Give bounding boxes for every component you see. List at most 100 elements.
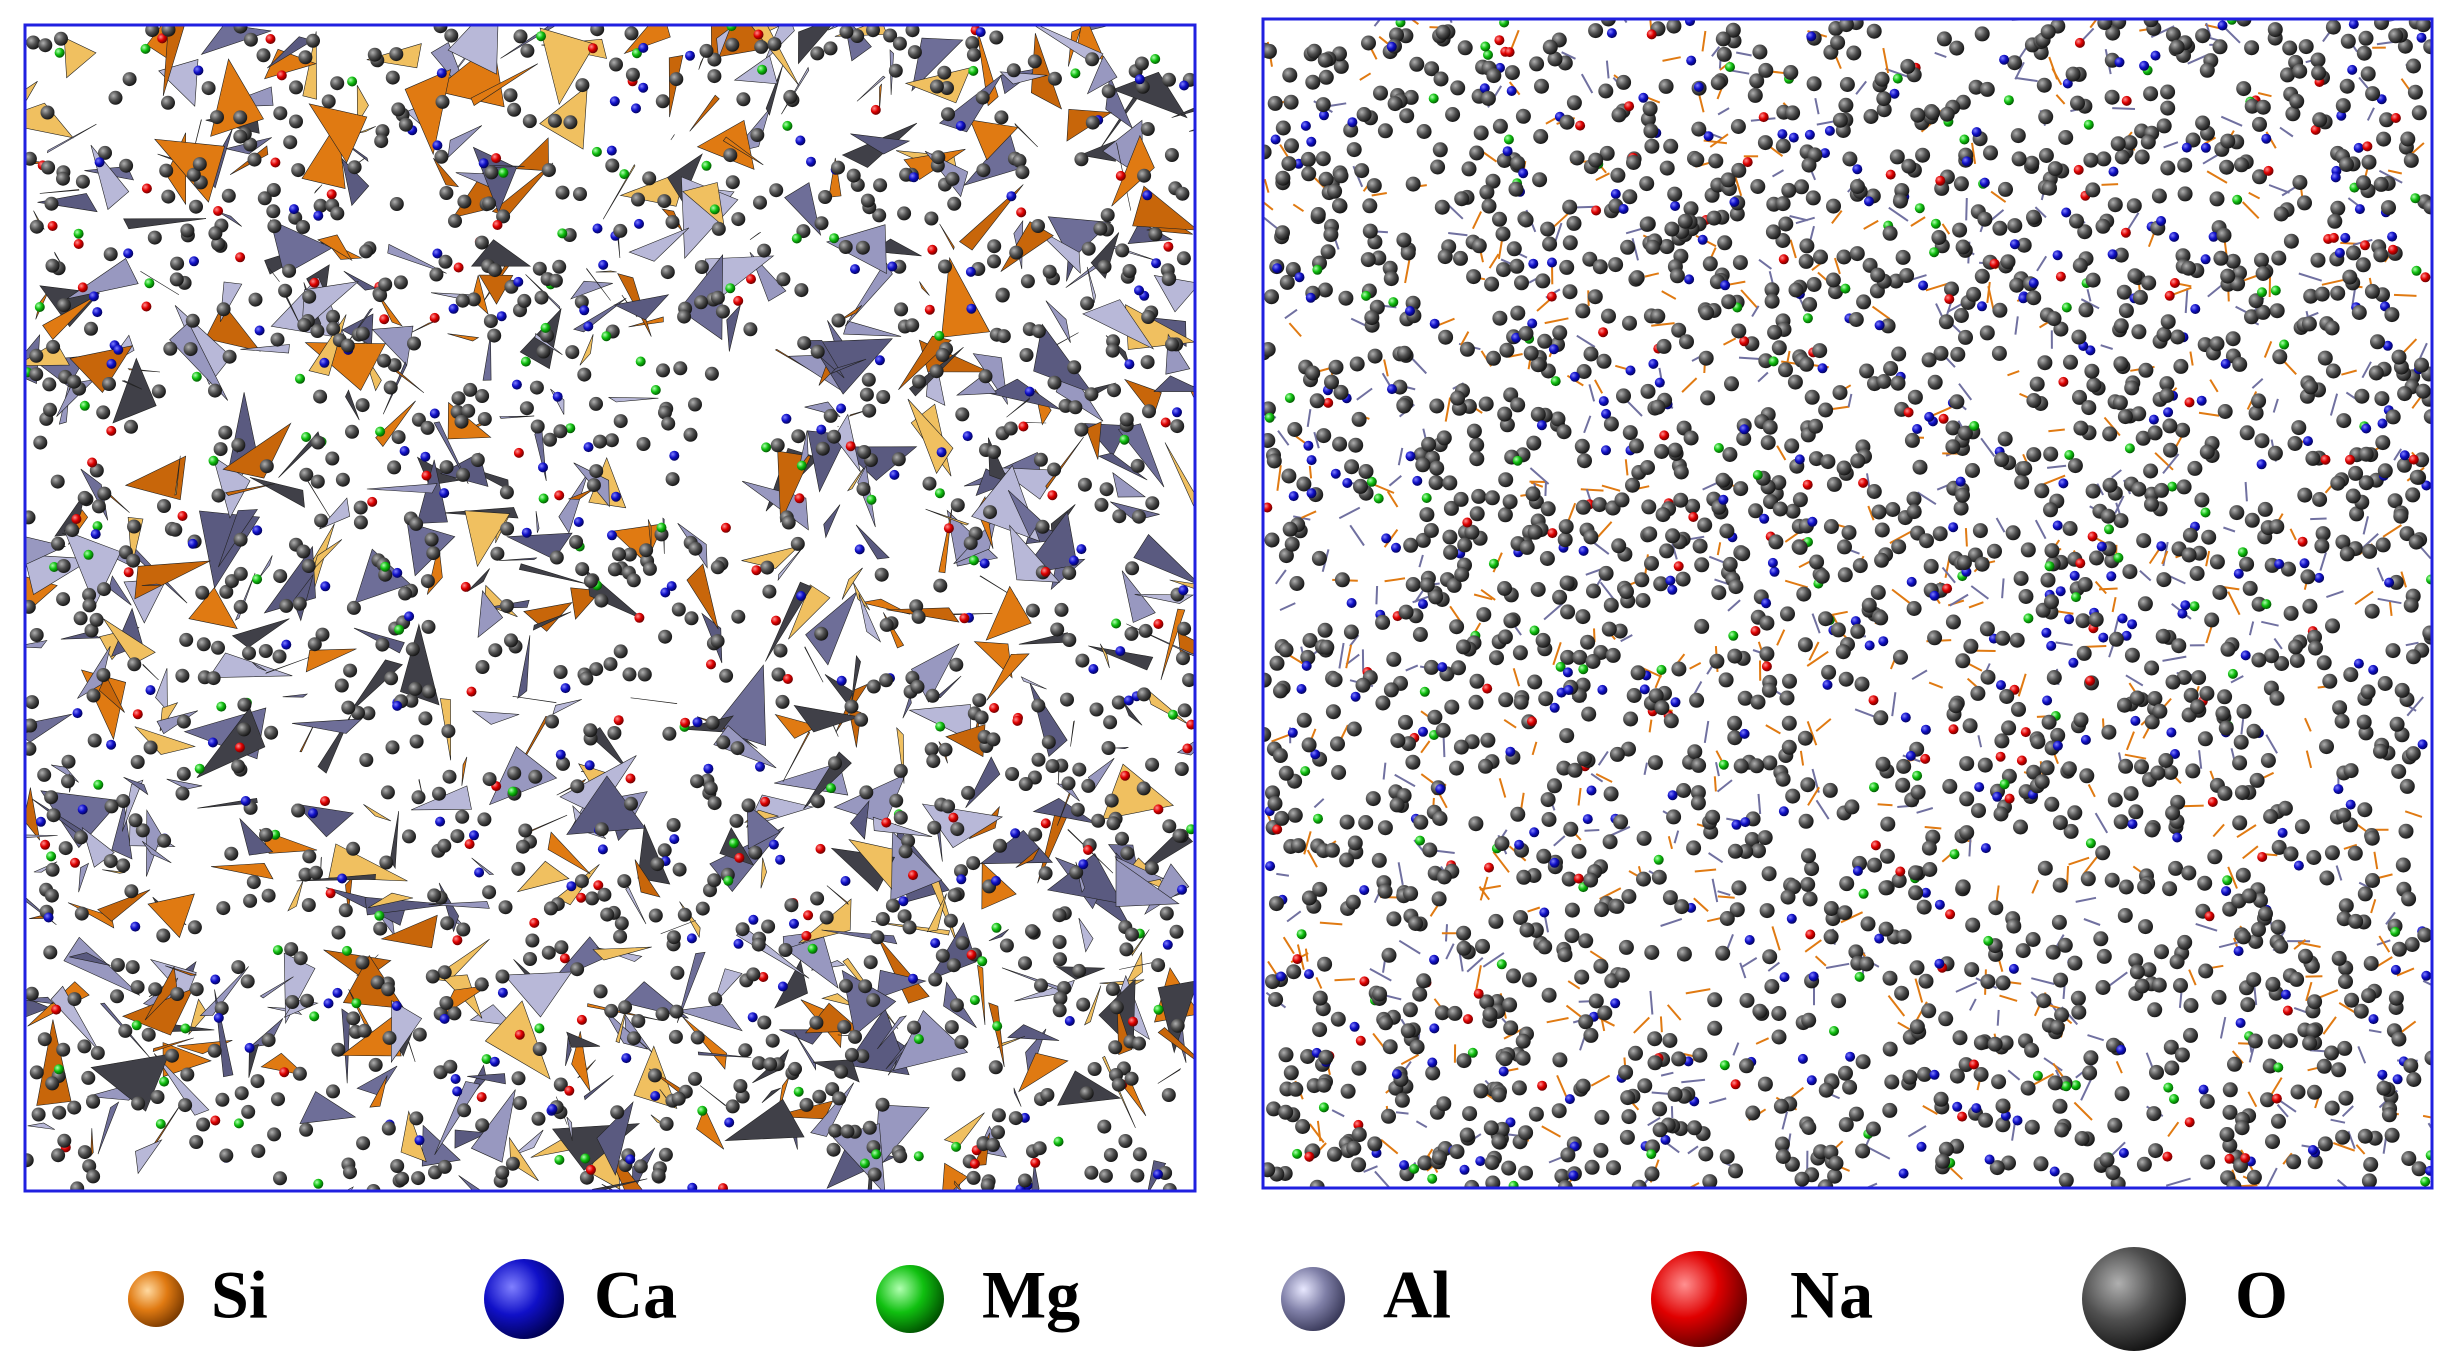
atom — [1365, 791, 1381, 807]
tetrahedron — [804, 646, 824, 683]
atom — [747, 1012, 758, 1023]
atom — [2004, 793, 2015, 804]
atom — [2327, 213, 2343, 229]
atom — [1099, 482, 1114, 497]
atom — [2271, 839, 2287, 855]
tetrahedron — [97, 889, 151, 922]
atom — [2020, 1080, 2036, 1096]
atom — [1801, 848, 1816, 864]
atom — [754, 39, 769, 54]
atom — [735, 1089, 750, 1104]
bond — [2373, 851, 2379, 870]
atom — [341, 700, 356, 715]
atom — [2009, 277, 2025, 293]
atom — [2358, 30, 2374, 46]
atom — [945, 171, 960, 186]
atom — [2335, 534, 2351, 550]
atom — [427, 888, 442, 903]
atom — [2385, 643, 2401, 659]
atom — [2107, 249, 2118, 260]
atom — [331, 1042, 346, 1057]
tetrahedron — [529, 814, 568, 833]
atom — [1794, 179, 1809, 195]
atom — [330, 76, 345, 91]
bond — [1411, 358, 1428, 375]
tetrahedron — [188, 587, 238, 630]
atom — [438, 254, 453, 269]
atom — [2363, 956, 2379, 971]
atom — [1124, 359, 1135, 370]
atom — [2274, 656, 2290, 671]
atom — [1736, 431, 1752, 446]
atom — [1974, 268, 1990, 284]
atom — [972, 693, 987, 708]
atom — [893, 1149, 908, 1164]
atom — [313, 389, 328, 404]
atom — [2411, 1161, 2427, 1177]
atom — [439, 1013, 450, 1024]
atom — [77, 1145, 92, 1160]
bond — [1807, 786, 1820, 806]
atom — [707, 69, 722, 84]
atom — [1759, 513, 1770, 524]
atom — [2131, 481, 2147, 497]
atom — [589, 662, 604, 677]
atom — [2280, 67, 2295, 83]
atom — [951, 1067, 966, 1082]
tetrahedron — [50, 985, 100, 1052]
atom — [708, 992, 723, 1007]
tetrahedron — [458, 1175, 483, 1191]
bond — [1671, 543, 1678, 560]
atom — [1650, 308, 1666, 324]
atom — [1771, 1006, 1787, 1021]
atom — [1362, 198, 1378, 214]
bond — [2268, 184, 2290, 194]
tetrahedron — [887, 1059, 897, 1076]
atom — [389, 47, 404, 62]
atom — [2331, 950, 2347, 966]
atom — [56, 1042, 71, 1057]
atom — [1315, 151, 1331, 167]
atom — [2052, 1098, 2068, 1114]
atom — [556, 756, 570, 771]
bond — [2188, 969, 2197, 986]
atom — [389, 197, 404, 211]
atom — [553, 665, 568, 679]
atom — [213, 1012, 224, 1023]
atom — [2312, 492, 2328, 507]
atom — [2033, 1156, 2049, 1172]
atom — [924, 742, 939, 757]
bond — [2082, 853, 2100, 876]
atom — [2200, 507, 2211, 518]
bond — [2422, 1114, 2432, 1119]
atom — [1462, 1106, 1478, 1122]
atom — [1355, 1035, 1366, 1046]
atom — [776, 272, 791, 287]
atom — [2330, 285, 2346, 301]
tetrahedron — [1001, 967, 1064, 992]
atom — [1848, 944, 1864, 960]
atom — [379, 314, 390, 325]
atom — [1296, 476, 1312, 492]
atom — [980, 1178, 995, 1191]
atom — [1999, 54, 2010, 65]
atom — [44, 888, 59, 903]
atom — [1610, 998, 1621, 1009]
atom — [2310, 124, 2321, 135]
bond — [2357, 1046, 2367, 1064]
atom — [1980, 843, 1991, 854]
atom — [185, 313, 200, 328]
tetrahedron — [343, 270, 377, 291]
atom — [1958, 1057, 1974, 1073]
atom — [378, 277, 393, 292]
atom — [1806, 1075, 1817, 1086]
atom — [2310, 52, 2326, 68]
atom — [860, 193, 875, 208]
atom — [435, 94, 450, 109]
atom — [273, 106, 288, 121]
bond — [2052, 1062, 2065, 1079]
atom — [1276, 971, 1286, 982]
tetrahedron — [596, 1101, 634, 1176]
bond — [1363, 1165, 1378, 1173]
bond — [1590, 772, 1604, 783]
